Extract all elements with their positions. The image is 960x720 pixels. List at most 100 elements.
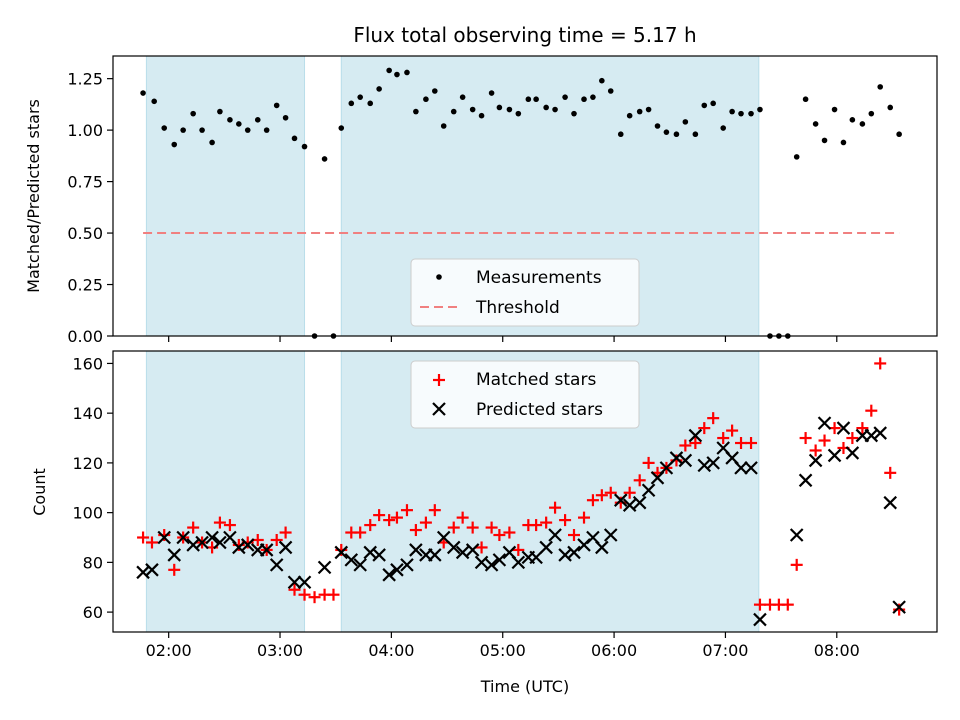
count-x-ticks: 02:00 03:00 04:00 05:00 06:00 07:00 08:00 (146, 632, 860, 660)
measurement-point (562, 94, 568, 100)
predicted-stars-point (259, 543, 274, 557)
predicted-stars-point (789, 528, 804, 542)
measurement-point (821, 137, 828, 144)
x-tick-label: 04:00 (368, 641, 414, 660)
predicted-stars-point (798, 473, 813, 488)
predicted-stars-point (558, 548, 572, 562)
measurement-point (263, 127, 270, 133)
predicted-stars-point (539, 540, 553, 555)
predicted-stars-point (567, 545, 581, 560)
measurement-point (413, 108, 419, 115)
x-axis-label: Time (UTC) (480, 677, 569, 696)
observing-interval-0 (145, 55, 306, 337)
measurement-point (488, 90, 495, 96)
measurement-point (151, 98, 157, 105)
measurement-point (654, 123, 661, 129)
predicted-stars-point (548, 528, 562, 542)
x-tick-label: 02:00 (146, 641, 192, 660)
ratio-legend: Measurements Threshold (410, 258, 640, 327)
measurement-point (757, 106, 763, 113)
predicted-stars-point (883, 495, 898, 510)
measurement-point (199, 127, 205, 133)
matched-stars-point (846, 432, 859, 445)
y-tick-label: 80 (83, 553, 103, 572)
measurement-point (301, 143, 308, 150)
predicted-stars-point (688, 428, 703, 443)
matched-stars-point (884, 466, 897, 479)
x-tick-label: 07:00 (702, 641, 748, 660)
matched-stars-point (753, 598, 766, 611)
measurement-point (367, 100, 374, 107)
measurement-point (599, 77, 605, 84)
predicted-stars-point (697, 458, 712, 473)
measurement-point (432, 88, 438, 94)
matched-stars-point (466, 521, 479, 534)
matched-stars-point (633, 474, 646, 487)
predicted-stars-point (474, 555, 489, 570)
y-tick-label: 0.00 (67, 327, 103, 346)
predicted-stars-point (195, 535, 209, 550)
matched-stars-point (559, 514, 572, 527)
count-y-label: Count (30, 468, 49, 516)
matched-stars-point (735, 437, 748, 450)
predicted-stars-point (484, 558, 499, 572)
predicted-stars-point (734, 461, 748, 475)
matched-stars-point (279, 526, 292, 539)
measurement-point (469, 106, 476, 113)
measurement-point (190, 110, 196, 117)
ratio-y-ticks: 0.00 0.25 0.50 0.75 1.00 1.25 (67, 70, 113, 346)
measurement-point (533, 96, 539, 103)
matched-stars-point (373, 509, 386, 522)
predicted-stars-point (632, 495, 647, 510)
y-tick-label: 0.25 (67, 276, 103, 295)
matched-stars-point (642, 456, 655, 469)
measurement-point (140, 90, 146, 96)
legend-measurements-label: Measurements (476, 268, 602, 288)
y-tick-label: 0.50 (67, 224, 103, 243)
measurement-point (543, 104, 549, 111)
count-y-ticks: 60 80 100 120 140 160 (72, 354, 113, 622)
predicted-stars-point (817, 416, 832, 430)
measurement-point (849, 117, 856, 123)
count-plot-area (112, 350, 938, 633)
chart-title: Flux total observing time = 5.17 h (353, 23, 696, 47)
matched-stars-point (893, 603, 906, 616)
measurement-point (180, 127, 186, 133)
predicted-stars-point (603, 528, 618, 542)
predicted-stars-point (706, 456, 720, 470)
predicted-stars-point (446, 540, 461, 555)
predicted-stars-point (213, 535, 227, 550)
predicted-stars-point (864, 428, 879, 443)
count-points (136, 357, 906, 627)
matched-stars-point (485, 521, 498, 534)
x-tick-label: 05:00 (480, 641, 526, 660)
y-tick-label: 140 (72, 404, 103, 423)
matched-stars-point (145, 536, 158, 549)
matched-stars-point (390, 511, 403, 524)
legend-matched-label: Matched stars (476, 370, 596, 390)
predicted-stars-point (287, 575, 302, 590)
matched-stars-point (799, 432, 812, 445)
y-tick-label: 160 (72, 354, 103, 373)
ratio-plot-area (112, 55, 938, 337)
measurement-point (887, 104, 894, 111)
matched-stars-point (781, 598, 794, 611)
matched-stars-point (447, 521, 460, 534)
measurement-point (291, 135, 298, 142)
predicted-stars-point (613, 493, 628, 507)
y-tick-label: 120 (72, 454, 103, 473)
predicted-stars-point (511, 555, 526, 570)
measurement-point (748, 110, 754, 117)
predicted-stars-point (622, 498, 637, 512)
predicted-stars-point (382, 568, 396, 582)
predicted-stars-point (595, 540, 609, 555)
matched-stars-point (400, 504, 413, 517)
matched-stars-point (364, 519, 377, 532)
measurement-point (626, 112, 633, 119)
measurement-point (581, 96, 587, 103)
legend-threshold-label: Threshold (475, 298, 560, 318)
matched-stars-point (698, 422, 711, 435)
measurement-point (571, 110, 577, 117)
measurement-point (868, 110, 875, 117)
predicted-stars-point (428, 548, 442, 562)
